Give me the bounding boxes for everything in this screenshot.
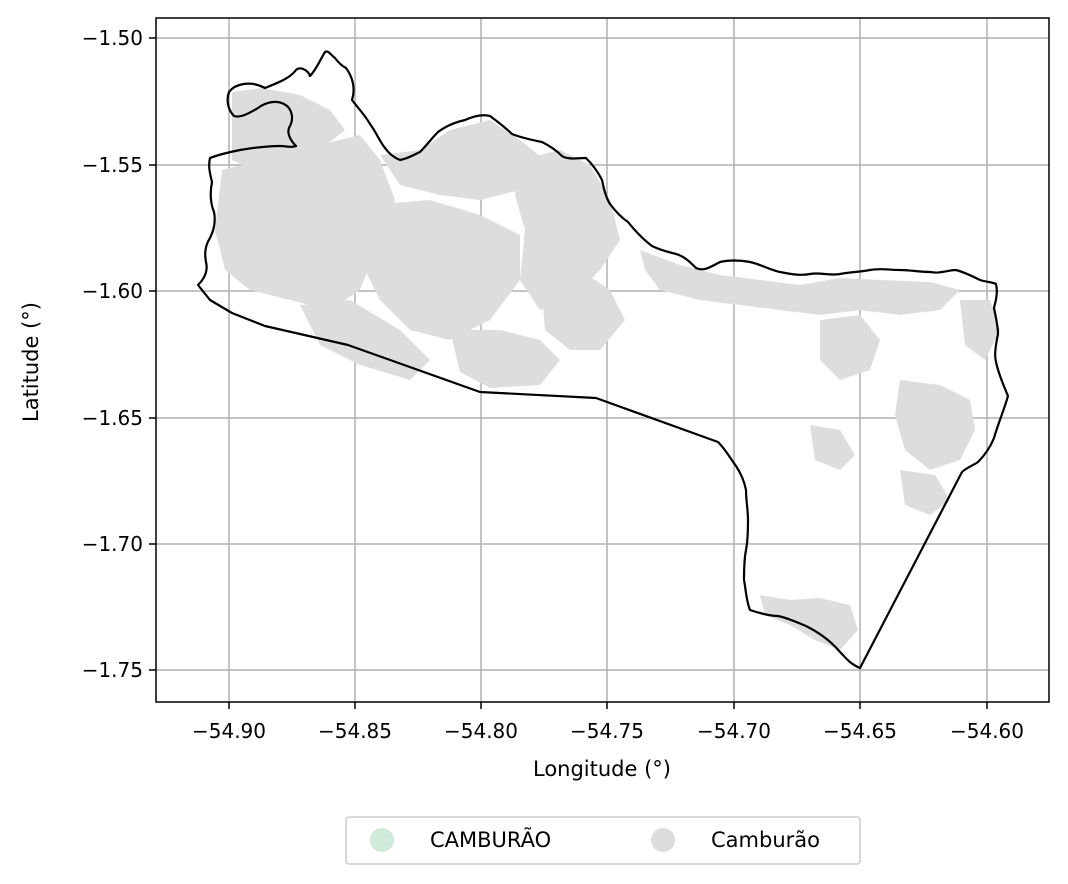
x-tick-label: −54.70 bbox=[697, 719, 771, 743]
patch-central-south bbox=[300, 300, 430, 380]
patch-mid-east bbox=[540, 270, 625, 350]
patch-south-central bbox=[450, 330, 560, 388]
legend: CAMBURÃO Camburão bbox=[345, 816, 861, 865]
patch-east-edge bbox=[960, 300, 1000, 360]
y-tick-label: −1.60 bbox=[82, 279, 143, 303]
y-tick-label: −1.55 bbox=[82, 153, 143, 177]
patch-central-north bbox=[380, 120, 545, 200]
y-tick-label: −1.50 bbox=[82, 26, 143, 50]
y-tick-label: −1.65 bbox=[82, 406, 143, 430]
legend-box bbox=[345, 816, 861, 865]
y-tick-label: −1.70 bbox=[82, 532, 143, 556]
patch-east-lower bbox=[900, 470, 950, 515]
camburao-areas bbox=[215, 88, 1000, 650]
patch-east-mid bbox=[820, 315, 880, 380]
municipality-boundary bbox=[196, 50, 1010, 670]
y-axis: −1.50 −1.55 −1.60 −1.65 −1.70 −1.75 Lati… bbox=[19, 26, 156, 682]
patch-west-main bbox=[215, 135, 395, 310]
x-tick-label: −54.90 bbox=[192, 719, 266, 743]
legend-label: Camburão bbox=[711, 828, 820, 852]
x-tick-label: −54.75 bbox=[570, 719, 644, 743]
patch-southeast bbox=[810, 425, 855, 470]
legend-marker-camburao bbox=[651, 828, 675, 852]
x-tick-label: −54.65 bbox=[823, 719, 897, 743]
axes-frame bbox=[155, 17, 1050, 703]
x-tick-label: −54.85 bbox=[318, 719, 392, 743]
patch-south-tip bbox=[760, 595, 858, 650]
x-tick-label: −54.60 bbox=[950, 719, 1024, 743]
y-axis-label: Latitude (°) bbox=[19, 302, 43, 422]
x-axis-label: Longitude (°) bbox=[533, 757, 671, 781]
x-tick-label: −54.80 bbox=[444, 719, 518, 743]
x-axis: −54.90 −54.85 −54.80 −54.75 −54.70 −54.6… bbox=[192, 702, 1024, 781]
patch-east-ridge bbox=[640, 250, 960, 315]
legend-label: CAMBURÃO bbox=[430, 826, 551, 852]
patch-east-south bbox=[895, 380, 975, 470]
y-tick-label: −1.75 bbox=[82, 658, 143, 682]
legend-marker-camburao-upper bbox=[370, 828, 394, 852]
patch-central bbox=[360, 200, 520, 340]
